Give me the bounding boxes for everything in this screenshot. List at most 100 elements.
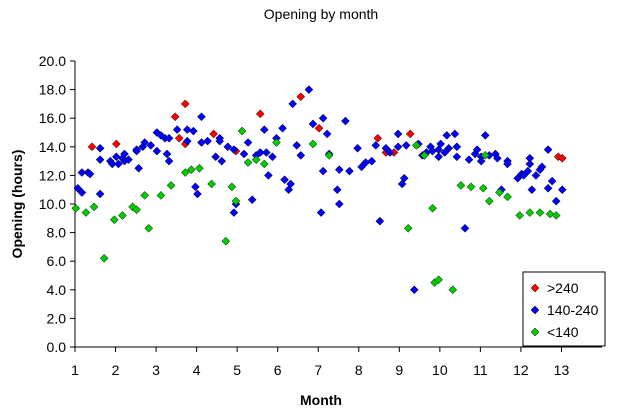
- data-point: [452, 142, 462, 152]
- data-point: [223, 142, 233, 152]
- x-tick-label: 7: [314, 362, 322, 378]
- data-point: [229, 145, 239, 155]
- data-point: [373, 133, 383, 143]
- data-point: [87, 142, 97, 152]
- data-point: [401, 141, 411, 150]
- data-point: [278, 123, 287, 133]
- data-point: [164, 156, 174, 166]
- y-tick-label: 10.0: [39, 196, 66, 212]
- x-tick-label: 6: [274, 362, 282, 378]
- data-point: [217, 156, 227, 166]
- data-point: [292, 141, 302, 150]
- data-point: [118, 211, 127, 220]
- legend-marker: [530, 305, 540, 315]
- data-point: [314, 123, 324, 133]
- data-point: [132, 146, 141, 156]
- data-point: [296, 92, 306, 102]
- x-tick-label: 3: [152, 362, 160, 378]
- y-tick-label: 20.0: [39, 53, 66, 69]
- data-point: [316, 208, 326, 217]
- y-tick-label: 8.0: [47, 225, 67, 241]
- data-point: [197, 138, 206, 147]
- data-point: [478, 183, 488, 193]
- data-point: [95, 143, 105, 153]
- data-point: [551, 196, 561, 206]
- data-point: [162, 149, 172, 159]
- series-1: [73, 85, 567, 295]
- data-point: [480, 151, 490, 160]
- data-point: [399, 173, 409, 183]
- data-point: [547, 176, 557, 186]
- data-point: [243, 158, 253, 167]
- data-point: [189, 126, 198, 136]
- data-point: [243, 138, 253, 147]
- data-point: [405, 129, 415, 139]
- data-point: [203, 136, 212, 146]
- data-point: [180, 99, 190, 109]
- data-point: [442, 131, 452, 140]
- data-point: [215, 136, 225, 146]
- data-point: [247, 195, 257, 205]
- data-point: [543, 183, 553, 193]
- data-point: [140, 138, 150, 147]
- data-point: [140, 191, 150, 200]
- data-point: [286, 179, 296, 189]
- data-point: [255, 109, 265, 119]
- data-point: [296, 151, 306, 160]
- data-point: [557, 153, 567, 163]
- data-point: [197, 112, 206, 122]
- data-point: [251, 155, 261, 165]
- data-point: [146, 141, 156, 150]
- data-point: [448, 285, 458, 295]
- data-point: [393, 129, 403, 139]
- data-point: [255, 148, 265, 157]
- data-point: [227, 182, 237, 192]
- y-tick-label: 0.0: [47, 339, 67, 355]
- data-point: [456, 181, 466, 190]
- data-point: [261, 148, 271, 157]
- data-point: [95, 189, 105, 199]
- data-point: [239, 149, 249, 159]
- data-point: [527, 185, 537, 195]
- y-axis-title: Opening (hours): [9, 150, 25, 259]
- data-point: [551, 211, 561, 220]
- data-point: [193, 189, 202, 199]
- data-point: [259, 125, 269, 134]
- x-tick-label: 13: [554, 362, 570, 378]
- data-point: [221, 236, 231, 246]
- data-point: [557, 185, 567, 195]
- x-tick-label: 1: [71, 362, 79, 378]
- data-point: [71, 203, 81, 213]
- data-point: [334, 165, 344, 175]
- y-tick-label: 4.0: [47, 282, 67, 298]
- x-tick-label: 11: [473, 362, 488, 378]
- data-point: [144, 223, 154, 233]
- data-point: [495, 188, 504, 197]
- data-point: [411, 141, 421, 150]
- data-point: [207, 179, 216, 189]
- data-point: [476, 156, 486, 166]
- data-point: [531, 171, 541, 180]
- data-point: [172, 125, 182, 134]
- data-point: [164, 133, 174, 143]
- data-point: [515, 211, 525, 220]
- data-point: [393, 142, 403, 152]
- data-point: [99, 253, 109, 263]
- data-point: [152, 146, 162, 156]
- data-point: [272, 138, 281, 147]
- legend-label: >240: [547, 280, 579, 296]
- x-tick-label: 5: [233, 362, 241, 378]
- data-point: [545, 209, 555, 219]
- chart-title: Opening by month: [264, 6, 378, 22]
- x-tick-label: 12: [513, 362, 529, 378]
- data-point: [543, 145, 553, 155]
- y-tick-label: 16.0: [39, 110, 66, 126]
- legend: >240 140-240 <140: [522, 271, 606, 347]
- data-point: [166, 181, 176, 190]
- axes: 0.0 2.0 4.0 6.0 8.0 10.0 12.0 14.0 16.0 18.0 20.0 1…: [39, 53, 602, 378]
- data-point: [174, 133, 184, 143]
- data-point: [334, 199, 344, 209]
- data-point: [264, 171, 273, 180]
- data-point: [280, 175, 289, 185]
- data-point: [229, 208, 239, 217]
